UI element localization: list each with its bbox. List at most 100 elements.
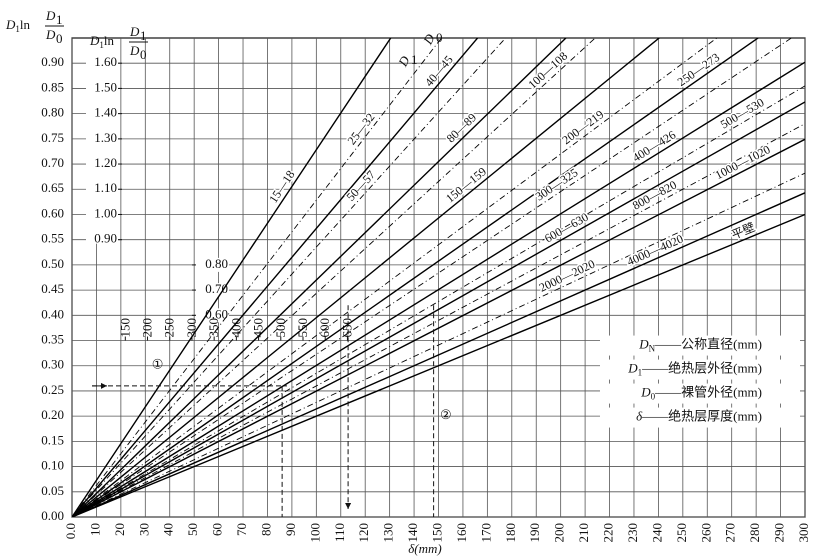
x-tick-label: 300 <box>796 523 811 543</box>
y2-tick-label: 1.50 <box>94 79 117 94</box>
x-tick-label: 80 <box>258 523 273 536</box>
y-tick-label: 0.15 <box>41 432 64 447</box>
note-part: 1 <box>638 368 643 378</box>
x2-tick-label: 550 <box>295 318 310 338</box>
x-tick-label: 200 <box>552 523 567 543</box>
x-tick-label: 220 <box>601 523 616 543</box>
x-tick-label: 150 <box>429 523 444 543</box>
series-label: 平壁 <box>729 219 757 242</box>
y2-tick-label: 0.80 <box>205 256 228 271</box>
y-tick-label: 0.65 <box>41 180 64 195</box>
y-tick-label: 0.75 <box>41 130 64 145</box>
series-line <box>72 172 805 517</box>
y-axis-title-den-sub: 0 <box>56 31 63 46</box>
x-tick-label: 100 <box>307 523 322 543</box>
y-tick-label: 0.45 <box>41 281 64 296</box>
x-tick-label: 120 <box>356 523 371 543</box>
x-tick-label: 170 <box>478 523 493 543</box>
series-line <box>72 38 479 517</box>
y2-tick-label: 1.00 <box>94 205 117 220</box>
note-part: δ <box>636 409 643 424</box>
y-tick-label: 0.35 <box>41 332 64 347</box>
x-tick-label: 240 <box>649 523 664 543</box>
y2-tick-label: 0.90 <box>94 231 117 246</box>
series-label: 300—325 <box>533 165 581 203</box>
header-d1-sub: 1 <box>411 52 418 67</box>
y-tick-label: 0.70 <box>41 155 64 170</box>
series-line <box>72 38 567 517</box>
x-tick-label: 70 <box>234 523 249 536</box>
note-bg <box>600 407 800 428</box>
x2-tick-label: 150 <box>117 318 132 338</box>
note: DN——公称直径(mm) <box>638 337 762 354</box>
y-tick-label: 0.00 <box>41 508 64 523</box>
series-line <box>72 213 805 517</box>
series-label: 1000—1020 <box>713 142 773 182</box>
inset-label-bg <box>195 257 229 272</box>
series-line <box>72 85 805 517</box>
note-part: ——绝热层厚度(mm) <box>641 409 762 424</box>
y-tick-label: 0.30 <box>41 357 64 372</box>
x2-tick-label: 300 <box>184 318 199 338</box>
label-part: ln <box>20 17 31 32</box>
y2-tick-label: 1.30 <box>94 130 117 145</box>
y-axis-title-num-sub: 1 <box>56 12 63 27</box>
y-tick-label: 0.90 <box>41 54 64 69</box>
note: D0——裸管外径(mm) <box>640 385 762 402</box>
y2-tick-label: 1.10 <box>94 180 117 195</box>
annotation: ① <box>152 357 164 372</box>
x-tick-label: 230 <box>625 523 640 543</box>
x-tick-label: 130 <box>381 523 396 543</box>
x2-tick-label: 350 <box>206 318 221 338</box>
note-part: D <box>627 361 638 376</box>
y2-axis-title: D1ln <box>89 33 115 50</box>
x2-tick-label: 250 <box>162 318 177 338</box>
series-line <box>72 38 392 517</box>
note-bg <box>600 359 800 380</box>
y2-tick-label: 0.60 <box>205 306 228 321</box>
note-part: ——裸管外径(mm) <box>654 385 762 400</box>
y-axis-title: D1ln <box>5 17 31 34</box>
label-part: ln <box>104 33 115 48</box>
y2-tick-label: 1.40 <box>94 105 117 120</box>
label-part: 1 <box>99 40 104 50</box>
x-tick-label: 110 <box>332 523 347 542</box>
y-axis-title-num: D <box>45 8 56 23</box>
series-line <box>72 38 507 517</box>
y-tick-label: 0.50 <box>41 256 64 271</box>
x-tick-label: 50 <box>185 523 200 536</box>
label-part: D <box>89 33 100 48</box>
x2-tick-label: 600 <box>317 318 332 338</box>
note: δ——绝热层厚度(mm) <box>636 409 762 424</box>
x-tick-label: 140 <box>405 523 420 543</box>
y-axis-title-den: D <box>45 27 56 42</box>
x-tick-label: 160 <box>454 523 469 543</box>
y-tick-label: 0.80 <box>41 105 64 120</box>
note-part: D <box>638 337 649 352</box>
x-tick-label: 260 <box>698 523 713 543</box>
series-line <box>72 38 596 517</box>
series-line <box>72 38 793 517</box>
note-bg <box>600 335 800 356</box>
note-part: ——绝热层外径(mm) <box>641 361 762 376</box>
x-tick-label: 290 <box>772 523 787 543</box>
y-tick-label: 0.55 <box>41 231 64 246</box>
y-tick-label: 0.10 <box>41 458 64 473</box>
series-line <box>72 38 442 517</box>
x-tick-label: 60 <box>210 523 225 536</box>
y2-tick-label: 1.20 <box>94 155 117 170</box>
inset-bg <box>86 40 118 244</box>
y-tick-label: 0.40 <box>41 306 64 321</box>
series-label: 250—273 <box>675 50 722 89</box>
x-tick-label: 90 <box>283 523 298 536</box>
x-tick-label: 0.0 <box>63 523 78 539</box>
x-tick-label: 10 <box>87 523 102 536</box>
x-tick-label: 250 <box>674 523 689 543</box>
annotation: ② <box>440 407 452 422</box>
x-tick-label: 270 <box>723 523 738 543</box>
series-line <box>72 38 661 517</box>
x-tick-label: 40 <box>161 523 176 536</box>
y-tick-label: 0.20 <box>41 407 64 422</box>
y-tick-label: 0.05 <box>41 483 64 498</box>
